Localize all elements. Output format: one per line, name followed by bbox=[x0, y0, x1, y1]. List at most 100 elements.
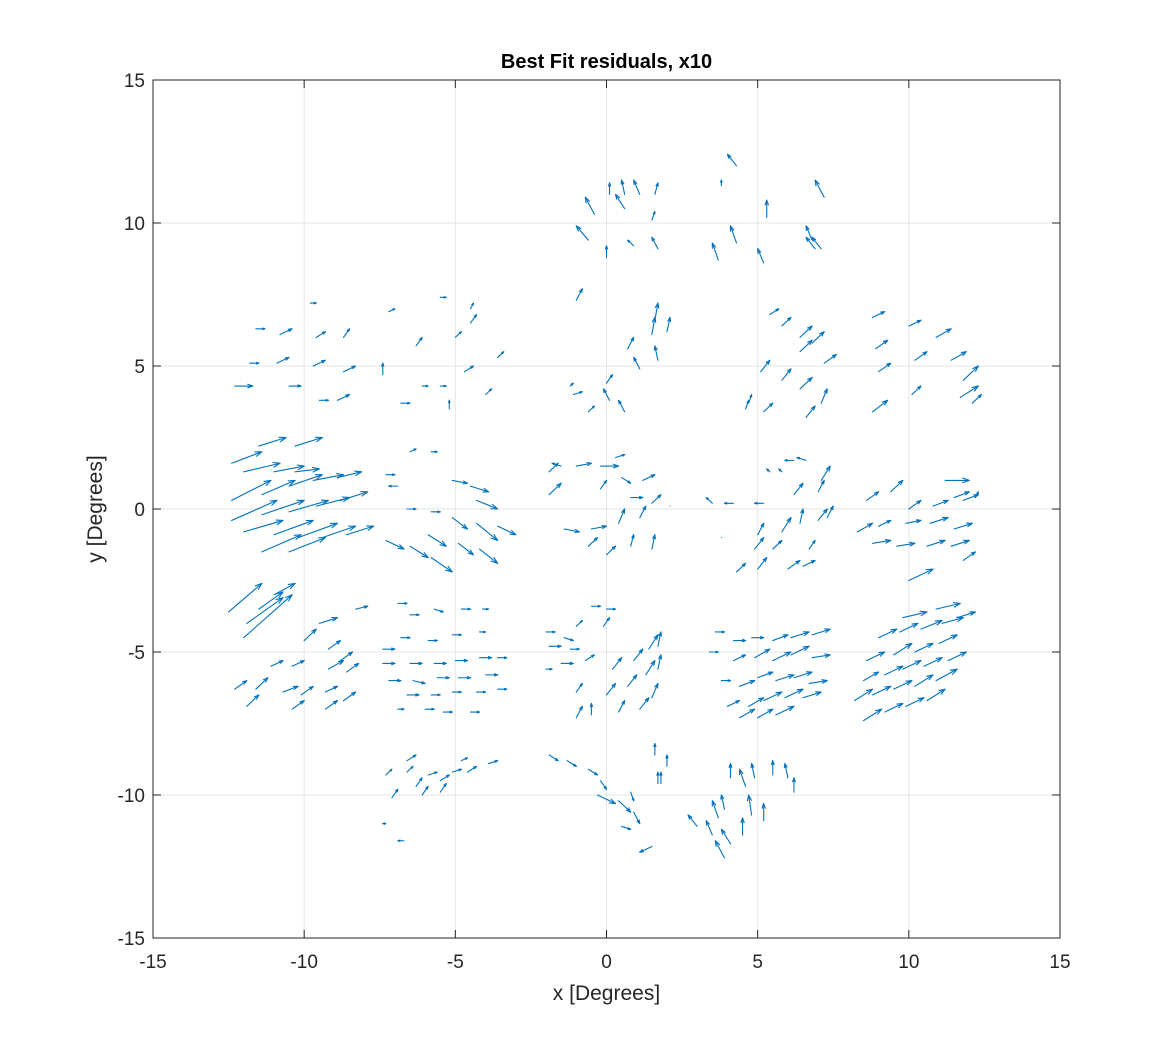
residual-vector bbox=[485, 388, 493, 396]
residual-vector bbox=[451, 690, 462, 694]
residual-vector bbox=[618, 508, 626, 524]
residual-vector bbox=[430, 510, 441, 514]
residual-vector bbox=[575, 461, 592, 467]
residual-vector bbox=[288, 384, 302, 388]
residual-vector bbox=[639, 845, 653, 853]
residual-vector bbox=[599, 463, 620, 469]
residual-vector bbox=[905, 697, 925, 707]
residual-vector bbox=[336, 394, 351, 401]
residual-vector bbox=[291, 660, 305, 667]
residual-vector bbox=[427, 771, 438, 776]
residual-vector bbox=[282, 685, 299, 693]
residual-vector bbox=[920, 619, 943, 630]
residual-vector bbox=[342, 365, 357, 373]
residual-vector bbox=[630, 791, 635, 802]
residual-vector bbox=[890, 479, 904, 493]
residual-vector bbox=[545, 667, 553, 671]
residual-vector bbox=[751, 635, 765, 640]
residual-vector bbox=[397, 707, 405, 711]
residual-vector bbox=[291, 700, 305, 710]
residual-vector bbox=[451, 768, 462, 773]
residual-vector bbox=[766, 468, 771, 473]
chart-title: Best Fit residuals, x10 bbox=[501, 51, 712, 73]
x-tick-label: -10 bbox=[290, 952, 317, 973]
residual-vector bbox=[231, 451, 263, 464]
residual-vector bbox=[748, 697, 765, 707]
residual-vector bbox=[618, 700, 626, 713]
residual-vector bbox=[714, 840, 725, 859]
residual-vector bbox=[618, 399, 626, 413]
residual-vector bbox=[587, 405, 595, 413]
residual-vector bbox=[406, 754, 417, 762]
residual-vector bbox=[451, 479, 468, 485]
residual-vector bbox=[572, 391, 583, 396]
residual-vector bbox=[400, 636, 411, 640]
residual-vector bbox=[738, 768, 747, 787]
residual-vector bbox=[630, 495, 644, 500]
residual-vector bbox=[666, 316, 672, 333]
residual-vector bbox=[475, 522, 499, 542]
residual-vector bbox=[929, 516, 949, 524]
residual-vector bbox=[385, 768, 393, 776]
residual-vector bbox=[460, 607, 472, 611]
residual-vector bbox=[633, 811, 641, 825]
residual-vector bbox=[651, 211, 656, 221]
residual-vector bbox=[790, 645, 810, 656]
residual-vector bbox=[781, 517, 792, 533]
residual-vector bbox=[787, 559, 801, 570]
residual-vector bbox=[469, 302, 475, 310]
residual-vector bbox=[548, 644, 562, 649]
residual-vector bbox=[659, 771, 663, 785]
y-tick-label: -5 bbox=[128, 643, 145, 664]
residual-vector bbox=[914, 642, 934, 653]
residual-vector bbox=[687, 814, 698, 828]
residual-vector bbox=[720, 794, 725, 810]
residual-vector bbox=[732, 638, 747, 643]
residual-vector bbox=[478, 655, 493, 660]
residual-vector bbox=[784, 458, 795, 462]
residual-vector bbox=[548, 482, 562, 496]
residual-vector bbox=[294, 436, 323, 447]
residual-vector bbox=[273, 582, 296, 596]
residual-vector bbox=[439, 384, 447, 388]
residual-vector bbox=[878, 628, 898, 639]
residual-vector bbox=[757, 248, 765, 264]
residual-vector bbox=[732, 654, 747, 662]
residual-vector bbox=[615, 454, 626, 459]
residual-vector bbox=[439, 774, 450, 782]
residual-vector bbox=[805, 236, 816, 250]
residual-vector bbox=[953, 522, 973, 530]
residual-vector bbox=[630, 534, 635, 547]
residual-vector bbox=[799, 325, 813, 338]
residual-vector bbox=[651, 494, 662, 504]
x-tick-label: -5 bbox=[447, 952, 464, 973]
residual-vector bbox=[327, 640, 341, 650]
x-tick-label: 15 bbox=[1049, 952, 1070, 973]
residual-vector bbox=[228, 582, 263, 613]
residual-vector bbox=[862, 671, 880, 682]
residual-vector bbox=[475, 690, 487, 694]
residual-vector bbox=[705, 820, 713, 836]
residual-vector bbox=[772, 651, 792, 662]
residual-vector bbox=[711, 800, 719, 819]
residual-vector bbox=[770, 760, 775, 776]
residual-vector bbox=[587, 537, 598, 547]
residual-vector bbox=[294, 466, 320, 473]
residual-vector bbox=[324, 700, 338, 710]
residual-vector bbox=[872, 399, 889, 413]
residual-vector bbox=[276, 356, 290, 364]
residual-vector bbox=[447, 399, 451, 410]
residual-vector bbox=[872, 685, 892, 696]
residual-vector bbox=[339, 491, 369, 501]
residual-vector bbox=[772, 539, 783, 550]
residual-vector bbox=[412, 680, 426, 685]
residual-vector bbox=[656, 771, 660, 785]
residual-vector bbox=[932, 499, 949, 507]
residual-vector bbox=[738, 680, 756, 687]
residual-vector bbox=[862, 708, 883, 722]
residual-vector bbox=[463, 365, 475, 373]
residual-vector bbox=[409, 545, 429, 559]
residual-vector bbox=[439, 783, 447, 793]
residual-vector bbox=[783, 762, 789, 779]
residual-vector bbox=[497, 351, 505, 358]
